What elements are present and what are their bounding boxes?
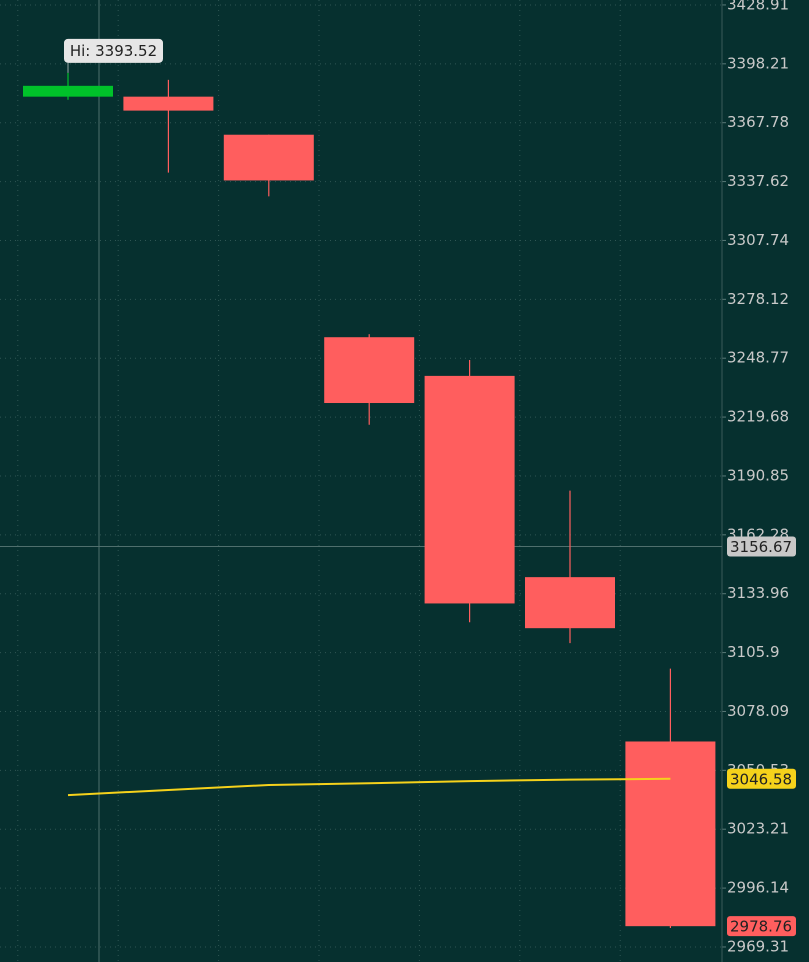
y-tick-label: 3307.74: [727, 231, 789, 249]
candle-body: [424, 375, 515, 604]
y-tick-label: 3105.9: [727, 643, 780, 661]
price-label: 2978.76: [730, 918, 792, 936]
candle-body: [123, 96, 214, 111]
candle-body: [223, 134, 314, 181]
price-label-box: [727, 916, 796, 937]
candle-body: [23, 85, 113, 97]
y-tick-label: 2969.31: [727, 937, 789, 955]
y-tick-label: 3248.77: [727, 349, 789, 367]
annotation-text: Hi: 3393.52: [70, 42, 157, 60]
y-tick-label: 2996.14: [727, 879, 789, 897]
y-tick-label: 3078.09: [727, 702, 789, 720]
price-label-box: [727, 536, 796, 557]
price-label: 3156.67: [730, 538, 792, 556]
candle-body: [324, 337, 415, 404]
candle-body: [625, 741, 716, 927]
y-tick-label: 3278.12: [727, 290, 789, 308]
y-tick-label: 3337.62: [727, 172, 789, 190]
y-tick-label: 3023.21: [727, 820, 789, 838]
moving-average-line: [67, 777, 671, 797]
y-tick-label: 3398.21: [727, 54, 789, 72]
price-label-box: [727, 768, 796, 789]
annotation-box: [64, 38, 163, 63]
y-tick-label: 3367.78: [727, 113, 789, 131]
price-label: 3046.58: [730, 770, 792, 788]
grid: 2969.312996.143023.213050.533078.093105.…: [0, 0, 789, 962]
y-tick-label: 3190.85: [727, 466, 789, 484]
candle-body: [525, 577, 615, 629]
price-labels: 3156.67 3046.58 2978.76: [727, 536, 796, 937]
y-tick-label: 3219.68: [727, 408, 789, 426]
y-tick-label: 3133.96: [727, 584, 789, 602]
y-tick-label: 3428.91: [727, 0, 789, 13]
plot: Hi: 3393.52: [0, 38, 722, 929]
